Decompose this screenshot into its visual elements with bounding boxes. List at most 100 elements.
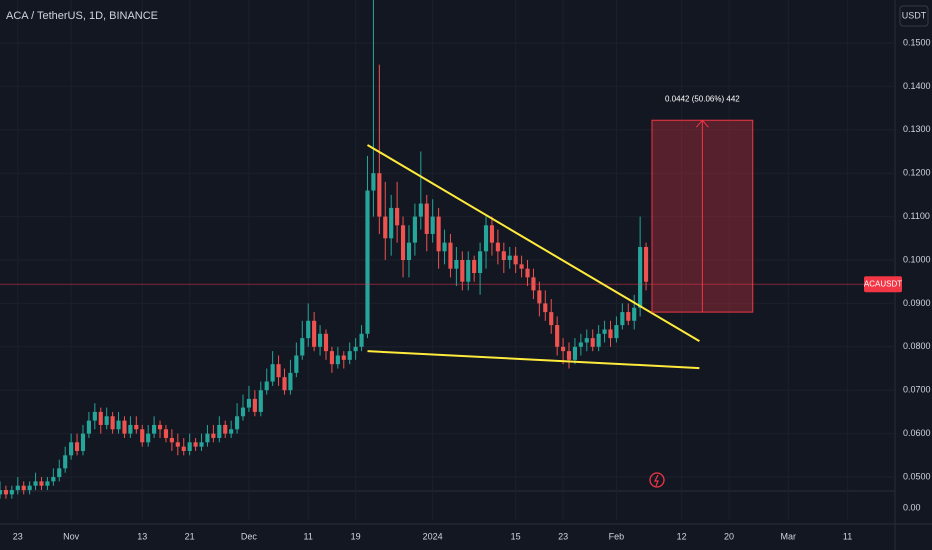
x-tick-label: 12 bbox=[677, 531, 687, 541]
measure-arrowhead bbox=[695, 119, 709, 128]
y-tick-label: 0.0900 bbox=[903, 298, 931, 308]
candle-body bbox=[175, 442, 180, 447]
candle-body bbox=[566, 351, 572, 360]
candle-body bbox=[104, 416, 109, 425]
candle-body bbox=[353, 346, 358, 352]
y-tick-label: 0.1400 bbox=[903, 81, 931, 91]
drawings: ACAUSDT 0.0442 (50.06%) 442 bbox=[0, 94, 902, 370]
x-tick-label: 11 bbox=[843, 531, 852, 541]
candle-body bbox=[323, 333, 329, 352]
candle-body bbox=[507, 255, 512, 260]
candle-body bbox=[317, 333, 323, 347]
candle-body bbox=[389, 207, 394, 239]
candle-body bbox=[169, 437, 174, 443]
candle-body bbox=[312, 320, 317, 347]
y-tick-label: 0.1200 bbox=[903, 168, 931, 178]
candle-body bbox=[163, 429, 169, 438]
candle-body bbox=[572, 346, 578, 360]
trendline bbox=[367, 350, 700, 370]
candle-body bbox=[596, 333, 601, 347]
candle-body bbox=[525, 268, 530, 278]
y-tick-label: 0.0600 bbox=[903, 428, 931, 438]
candle-body bbox=[412, 216, 417, 243]
candle-body bbox=[74, 442, 80, 451]
y-axis-label: USDT bbox=[902, 10, 927, 20]
candle-body bbox=[442, 242, 447, 252]
candle-body bbox=[15, 485, 20, 491]
candle-body bbox=[561, 346, 566, 352]
candle-body bbox=[110, 416, 115, 430]
candle-body bbox=[63, 455, 68, 469]
candle-body bbox=[187, 442, 192, 451]
candle-body bbox=[632, 307, 637, 321]
candle-body bbox=[460, 260, 465, 282]
candle-body bbox=[418, 203, 423, 217]
x-tick-label: 23 bbox=[13, 531, 23, 541]
candle-body bbox=[0, 490, 3, 495]
candle-body bbox=[306, 320, 311, 339]
candle-body bbox=[400, 225, 406, 260]
candle-body bbox=[359, 333, 364, 347]
y-tick-label: 0.0500 bbox=[903, 471, 931, 481]
x-tick-label: Nov bbox=[63, 531, 80, 541]
candle-body bbox=[134, 424, 139, 430]
event-icon-bolt bbox=[654, 474, 659, 487]
candle-body bbox=[614, 325, 619, 339]
candle-body bbox=[341, 355, 346, 360]
y-tick-label: 0.1500 bbox=[903, 37, 931, 47]
x-tick-label: 2024 bbox=[423, 531, 443, 541]
candle-body bbox=[543, 303, 548, 313]
candle-body bbox=[116, 420, 121, 430]
candle-body bbox=[33, 481, 38, 486]
y-tick-label: 0.1300 bbox=[903, 124, 931, 134]
y-tick-label: 0.0700 bbox=[903, 385, 931, 395]
candle-body bbox=[495, 242, 500, 252]
candle-body bbox=[45, 481, 50, 486]
candle-body bbox=[3, 490, 9, 495]
chart-title: ACA / TetherUS, 1D, BINANCE bbox=[6, 10, 158, 22]
candle-body bbox=[98, 411, 103, 425]
candle-body bbox=[395, 207, 400, 226]
candle-body bbox=[377, 173, 382, 217]
candle-body bbox=[436, 216, 441, 252]
volume-axis-label: 0.00 bbox=[903, 502, 921, 512]
candle-body bbox=[430, 216, 435, 234]
candle-body bbox=[27, 485, 32, 491]
candle-body bbox=[282, 377, 287, 391]
candle-body bbox=[602, 329, 607, 334]
candle-body bbox=[39, 481, 44, 486]
candle-body bbox=[555, 325, 560, 347]
x-tick-label: 23 bbox=[558, 531, 568, 541]
x-tick-label: 21 bbox=[185, 531, 195, 541]
candle-body bbox=[513, 255, 518, 265]
y-tick-label: 0.0800 bbox=[903, 341, 931, 351]
price-tag: ACAUSDT bbox=[864, 279, 902, 288]
candle-body bbox=[240, 407, 246, 417]
event-icon[interactable] bbox=[649, 472, 665, 488]
candle-body bbox=[335, 355, 340, 365]
candle-body bbox=[294, 355, 299, 373]
y-tick-label: 0.1000 bbox=[903, 254, 931, 264]
candle-body bbox=[181, 446, 186, 451]
candle-body bbox=[128, 424, 133, 434]
candle-body bbox=[478, 251, 483, 274]
price-tag-bg bbox=[864, 276, 902, 293]
candle-body bbox=[578, 342, 583, 347]
candle-body bbox=[258, 390, 263, 412]
candle-body bbox=[51, 477, 56, 482]
candle-body bbox=[424, 203, 429, 234]
candle-body bbox=[92, 411, 97, 421]
candle-body bbox=[276, 364, 281, 378]
candle-body bbox=[371, 173, 376, 191]
candle-body bbox=[21, 485, 26, 491]
candle-body bbox=[152, 424, 157, 434]
candle-body bbox=[217, 424, 222, 438]
candle-body bbox=[643, 246, 649, 282]
candle-body bbox=[235, 416, 240, 430]
candle-body bbox=[638, 246, 643, 308]
candle-body bbox=[300, 338, 305, 356]
candle-body bbox=[157, 424, 163, 430]
